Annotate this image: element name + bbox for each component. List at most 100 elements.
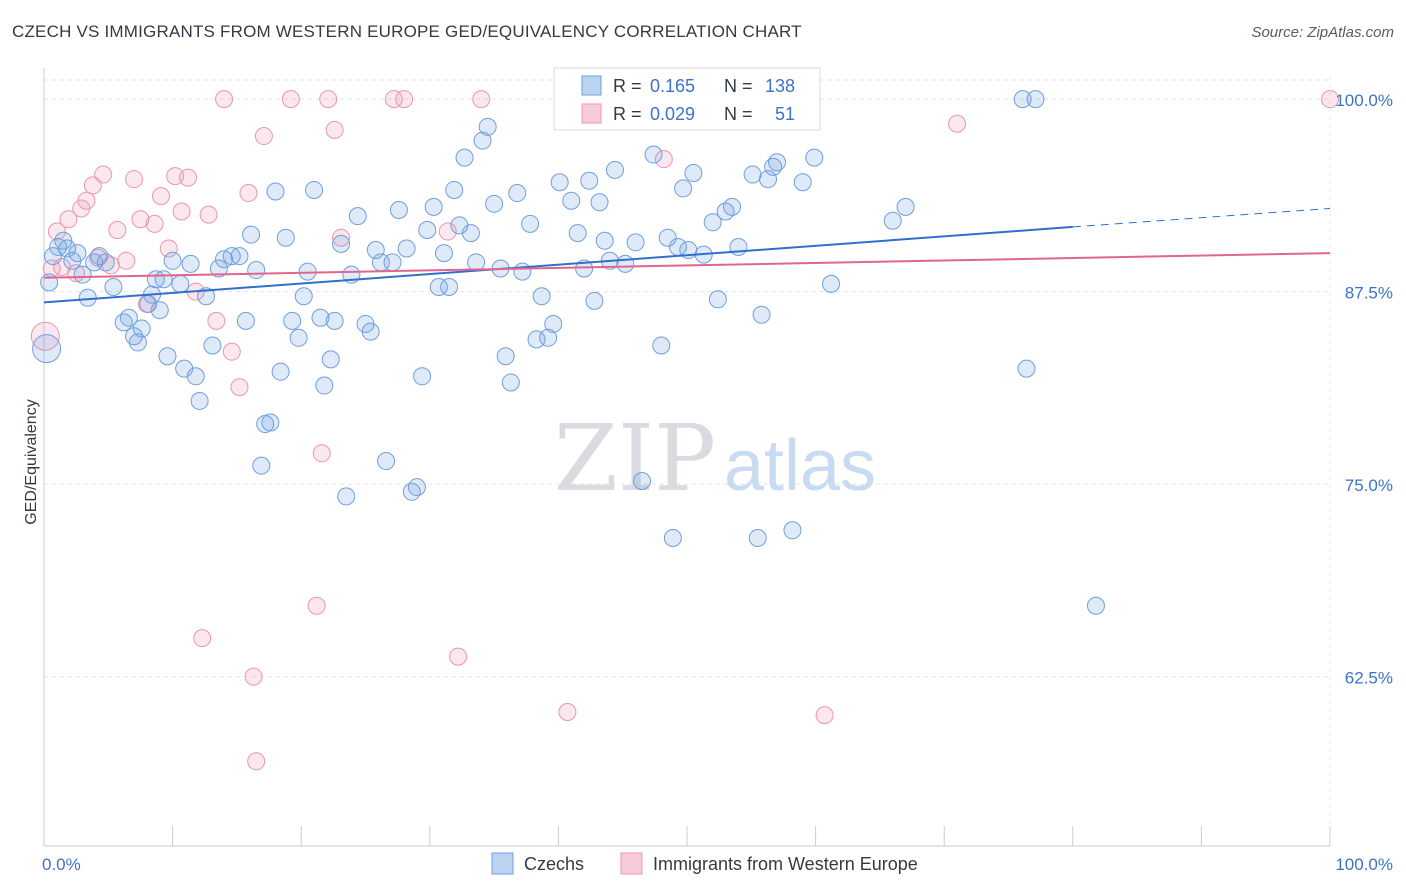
czechs-point — [743, 165, 762, 184]
czechs-point — [389, 200, 408, 219]
stats-immigrants-r-value: 0.029 — [650, 104, 695, 124]
tick-labels: 62.5% 75.0% 87.5% 100.0% 0.0% 100.0% — [42, 91, 1393, 874]
czechs-point — [434, 244, 453, 263]
czechs-point — [752, 305, 771, 324]
stats-immigrants-n-label: N = — [724, 104, 753, 124]
czechs-point — [626, 233, 645, 252]
watermark-zip: ZIP — [554, 405, 716, 512]
immigrants-point — [193, 629, 212, 648]
immigrants-point — [222, 342, 241, 361]
czechs-point — [418, 221, 437, 239]
czechs-point — [1013, 90, 1032, 109]
czechs-point — [539, 328, 558, 347]
y-tick-label: 87.5% — [1345, 284, 1393, 303]
immigrants-point — [230, 378, 249, 397]
czechs-point — [163, 251, 182, 270]
immigrants-point — [312, 444, 331, 463]
stats-immigrants-swatch — [581, 103, 602, 124]
czechs-point — [186, 367, 205, 386]
czechs-point — [289, 328, 308, 347]
stats-czechs-r-label: R = — [613, 76, 642, 96]
czechs-point — [652, 336, 671, 355]
czechs-point — [397, 239, 416, 258]
y-axis-label: GED/Equivalency — [23, 399, 40, 524]
czechs-point — [294, 287, 313, 306]
immigrants-point — [239, 184, 258, 203]
immigrants-point — [384, 90, 403, 109]
immigrants-point — [94, 165, 113, 184]
czechs-point — [478, 117, 497, 136]
czechs-point — [68, 244, 87, 263]
legend[interactable]: Czechs Immigrants from Western Europe — [491, 852, 918, 875]
czechs-point — [104, 277, 123, 296]
czechs-point — [190, 391, 209, 410]
immigrants-point — [131, 210, 150, 229]
czechs-point — [748, 529, 767, 547]
axes — [43, 68, 1331, 847]
immigrants-point — [152, 187, 171, 206]
czechs-point — [822, 274, 841, 293]
czechs-point — [883, 211, 902, 230]
czechs-point — [158, 347, 177, 366]
czechs-point — [684, 164, 703, 183]
trend-lines — [43, 207, 1331, 304]
immigrants-point — [654, 150, 673, 169]
immigrants-point — [254, 127, 273, 146]
czechs-point — [383, 253, 402, 272]
immigrants-point — [319, 90, 338, 109]
czechs-point — [663, 529, 682, 547]
czechs-point — [532, 287, 551, 306]
immigrants-point — [247, 752, 266, 771]
czechs-point — [632, 472, 651, 491]
legend-item-immigrants[interactable]: Immigrants from Western Europe — [620, 852, 918, 875]
legend-immigrants-label: Immigrants from Western Europe — [653, 854, 918, 874]
czechs-point — [729, 237, 748, 256]
czechs-point — [348, 207, 367, 226]
czechs-point — [445, 180, 464, 199]
czechs-point — [276, 228, 295, 247]
source-label: Source: ZipAtlas.com — [1251, 24, 1394, 41]
czechs-point — [793, 173, 812, 192]
czechs-point — [783, 521, 802, 540]
stats-czechs-n-label: N = — [724, 76, 753, 96]
stats-immigrants-n-value: 51 — [775, 104, 795, 124]
czechs-point — [305, 180, 324, 199]
stats-box: R = 0.165 N = 138 R = 0.029 N = 51 — [553, 67, 821, 131]
immigrants-point — [117, 251, 136, 270]
stats-czechs-r-value: 0.165 — [650, 76, 695, 96]
series-czechs-points — [32, 90, 1105, 615]
czechs-point — [247, 261, 266, 280]
czechs-point — [154, 270, 173, 289]
czechs-point — [896, 197, 915, 216]
czechs-point — [321, 350, 340, 369]
czechs-point — [261, 413, 280, 432]
czechs-point — [485, 194, 504, 213]
czechs-point — [73, 265, 92, 284]
czechs-point — [266, 182, 285, 201]
immigrants-point — [215, 90, 234, 109]
czechs-point — [440, 277, 459, 296]
immigrants-point — [199, 205, 218, 224]
czechs-point — [1017, 359, 1036, 378]
x-tick-label-max: 100.0% — [1335, 855, 1393, 874]
czechs-point — [407, 478, 426, 497]
chart-title: CZECH VS IMMIGRANTS FROM WESTERN EUROPE … — [12, 22, 802, 41]
immigrants-point — [30, 321, 60, 351]
legend-item-czechs[interactable]: Czechs — [491, 852, 584, 875]
immigrants-point — [395, 90, 414, 109]
y-tick-label: 75.0% — [1345, 476, 1393, 495]
immigrants-point — [207, 311, 226, 330]
czechs-trend-extension — [1072, 207, 1331, 228]
stats-czechs-swatch — [581, 75, 602, 96]
czechs-point — [119, 308, 138, 327]
czechs-point — [242, 225, 261, 244]
czechs-point — [283, 311, 302, 330]
watermark: ZIP atlas — [554, 405, 876, 512]
legend-czechs-label: Czechs — [524, 854, 584, 874]
immigrants-point — [172, 202, 191, 221]
immigrants-point — [125, 170, 144, 189]
czechs-point — [171, 274, 190, 293]
czechs-point — [674, 179, 693, 198]
czechs-point — [429, 277, 448, 296]
czechs-point — [723, 197, 742, 216]
